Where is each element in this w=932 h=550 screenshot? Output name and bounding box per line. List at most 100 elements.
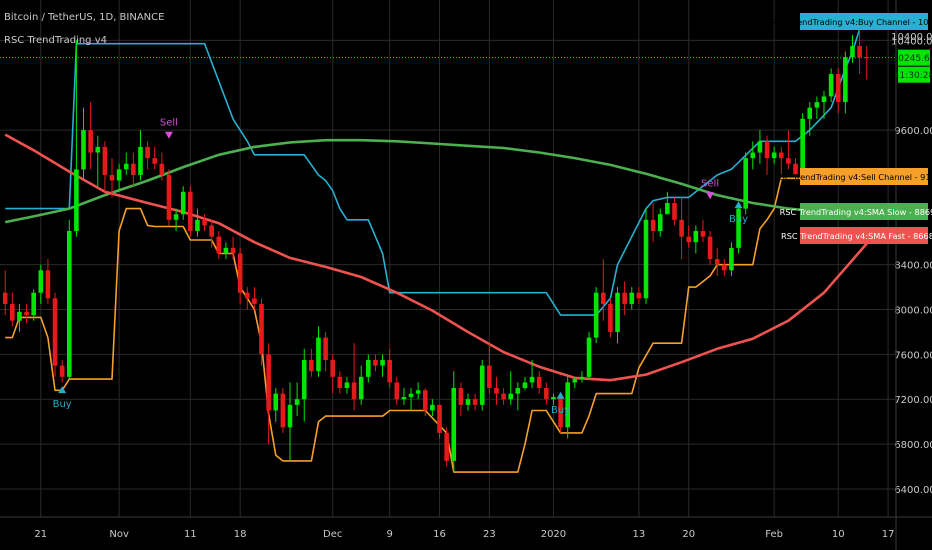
candle[interactable] <box>24 303 29 323</box>
candle[interactable] <box>52 292 58 377</box>
candle[interactable] <box>88 102 93 170</box>
candle[interactable] <box>736 202 741 254</box>
candle[interactable] <box>814 96 820 119</box>
candle[interactable] <box>586 331 592 380</box>
candle[interactable] <box>116 163 122 192</box>
candle[interactable] <box>707 231 713 265</box>
candle[interactable] <box>259 298 264 366</box>
candle[interactable] <box>522 376 528 391</box>
candle[interactable] <box>316 326 321 377</box>
candle[interactable] <box>722 259 727 276</box>
candle[interactable] <box>145 141 150 170</box>
candle[interactable] <box>180 186 186 220</box>
candle[interactable] <box>764 135 770 175</box>
candle[interactable] <box>102 141 108 192</box>
candle[interactable] <box>109 158 115 198</box>
candle[interactable] <box>786 130 791 170</box>
candle[interactable] <box>223 242 229 260</box>
candle[interactable] <box>287 382 293 461</box>
candle[interactable] <box>743 152 748 215</box>
candle[interactable] <box>138 130 143 181</box>
candle[interactable] <box>536 371 542 394</box>
candle[interactable] <box>252 287 257 310</box>
candle[interactable] <box>401 388 407 405</box>
candle[interactable] <box>451 371 457 473</box>
candle[interactable] <box>309 348 314 377</box>
candle[interactable] <box>216 231 222 260</box>
candle[interactable] <box>579 371 585 383</box>
candle[interactable] <box>643 208 649 304</box>
candle[interactable] <box>629 287 635 310</box>
candle[interactable] <box>672 197 677 226</box>
candle[interactable] <box>444 427 449 467</box>
candle[interactable] <box>544 382 549 405</box>
candle[interactable] <box>778 146 784 175</box>
candle[interactable] <box>330 354 336 394</box>
candle[interactable] <box>864 45 870 80</box>
candle[interactable] <box>657 208 663 237</box>
candle[interactable] <box>323 331 328 372</box>
candle[interactable] <box>750 141 756 170</box>
candle[interactable] <box>850 34 855 63</box>
candle[interactable] <box>159 152 165 181</box>
candle[interactable] <box>437 404 442 439</box>
candle[interactable] <box>10 292 15 327</box>
candle[interactable] <box>280 388 286 433</box>
candle[interactable] <box>31 289 36 321</box>
candle[interactable] <box>714 247 720 276</box>
candle[interactable] <box>344 376 350 394</box>
candle[interactable] <box>387 348 392 389</box>
candle[interactable] <box>202 214 207 232</box>
candle[interactable] <box>636 287 642 304</box>
candle[interactable] <box>729 242 734 276</box>
candle[interactable] <box>209 219 214 248</box>
candle[interactable] <box>81 107 86 181</box>
candle[interactable] <box>266 343 271 445</box>
candle[interactable] <box>693 225 699 254</box>
candle[interactable] <box>66 219 72 380</box>
candle[interactable] <box>337 371 343 394</box>
candle[interactable] <box>45 259 51 304</box>
candle[interactable] <box>487 343 492 394</box>
candle[interactable] <box>131 152 136 187</box>
candle[interactable] <box>380 354 385 377</box>
candle[interactable] <box>615 287 620 344</box>
candle[interactable] <box>757 130 763 164</box>
candle[interactable] <box>465 393 471 411</box>
candle[interactable] <box>821 90 827 119</box>
candle[interactable] <box>650 202 656 243</box>
candle[interactable] <box>529 359 535 389</box>
candle[interactable] <box>686 225 692 248</box>
candle[interactable] <box>351 343 357 411</box>
candle[interactable] <box>294 382 300 417</box>
candle[interactable] <box>430 399 435 417</box>
candle[interactable] <box>479 359 485 411</box>
candle[interactable] <box>857 29 862 75</box>
candle[interactable] <box>366 354 371 383</box>
candle[interactable] <box>771 146 777 164</box>
candle[interactable] <box>195 208 200 237</box>
candle[interactable] <box>458 382 464 417</box>
candle[interactable] <box>494 376 499 405</box>
candle[interactable] <box>123 152 129 175</box>
candle[interactable] <box>565 376 570 439</box>
candle[interactable] <box>835 68 841 114</box>
candle[interactable] <box>608 298 613 338</box>
candle[interactable] <box>422 388 428 417</box>
candle[interactable] <box>572 376 578 389</box>
candle[interactable] <box>600 259 606 321</box>
candle[interactable] <box>301 348 307 422</box>
candle[interactable] <box>152 146 158 170</box>
candle[interactable] <box>38 264 44 304</box>
candle[interactable] <box>622 281 627 316</box>
candle[interactable] <box>244 287 250 310</box>
candle[interactable] <box>551 393 556 405</box>
candle[interactable] <box>394 376 400 405</box>
candle[interactable] <box>2 270 8 316</box>
candle[interactable] <box>501 388 506 405</box>
candle[interactable] <box>593 287 599 344</box>
candle[interactable] <box>508 371 514 405</box>
candle[interactable] <box>358 365 364 405</box>
candle[interactable] <box>59 359 65 383</box>
